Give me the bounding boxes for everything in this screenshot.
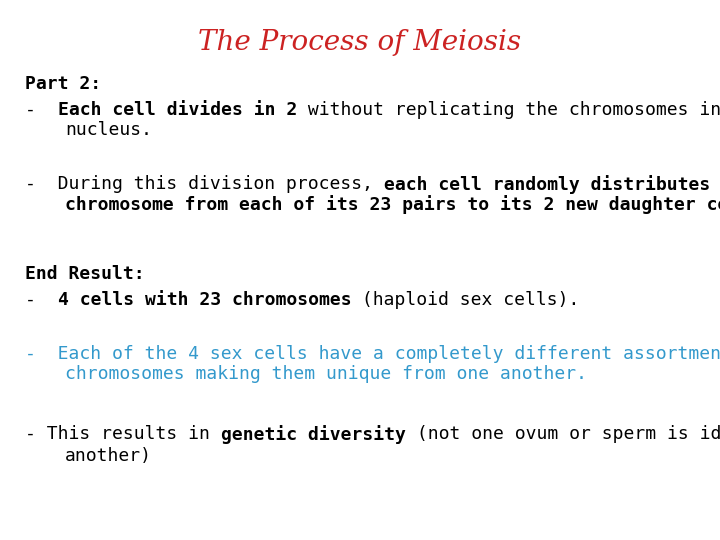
- Text: 4 cells with 23 chromosomes: 4 cells with 23 chromosomes: [58, 291, 351, 309]
- Text: Each cell divides in 2: Each cell divides in 2: [58, 101, 297, 119]
- Text: nucleus.: nucleus.: [65, 121, 152, 139]
- Text: genetic diversity: genetic diversity: [221, 425, 405, 444]
- Text: (haploid sex cells).: (haploid sex cells).: [351, 291, 580, 309]
- Text: Part 2:: Part 2:: [25, 75, 101, 93]
- Text: each cell randomly distributes one: each cell randomly distributes one: [384, 175, 720, 194]
- Text: chromosome from each of its 23 pairs to its 2 new daughter cells: chromosome from each of its 23 pairs to …: [65, 195, 720, 214]
- Text: End Result:: End Result:: [25, 265, 145, 283]
- Text: -  Each of the 4 sex cells have a completely different assortment of: - Each of the 4 sex cells have a complet…: [25, 345, 720, 363]
- Text: -: -: [25, 291, 58, 309]
- Text: -: -: [25, 101, 58, 119]
- Text: chromosomes making them unique from one another.: chromosomes making them unique from one …: [65, 365, 587, 383]
- Text: without replicating the chromosomes in the: without replicating the chromosomes in t…: [297, 101, 720, 119]
- Text: - This results in: - This results in: [25, 425, 221, 443]
- Text: another): another): [65, 447, 152, 465]
- Text: -  During this division process,: - During this division process,: [25, 175, 384, 193]
- Text: (not one ovum or sperm is identical to: (not one ovum or sperm is identical to: [405, 425, 720, 443]
- Text: The Process of Meiosis: The Process of Meiosis: [199, 29, 521, 56]
